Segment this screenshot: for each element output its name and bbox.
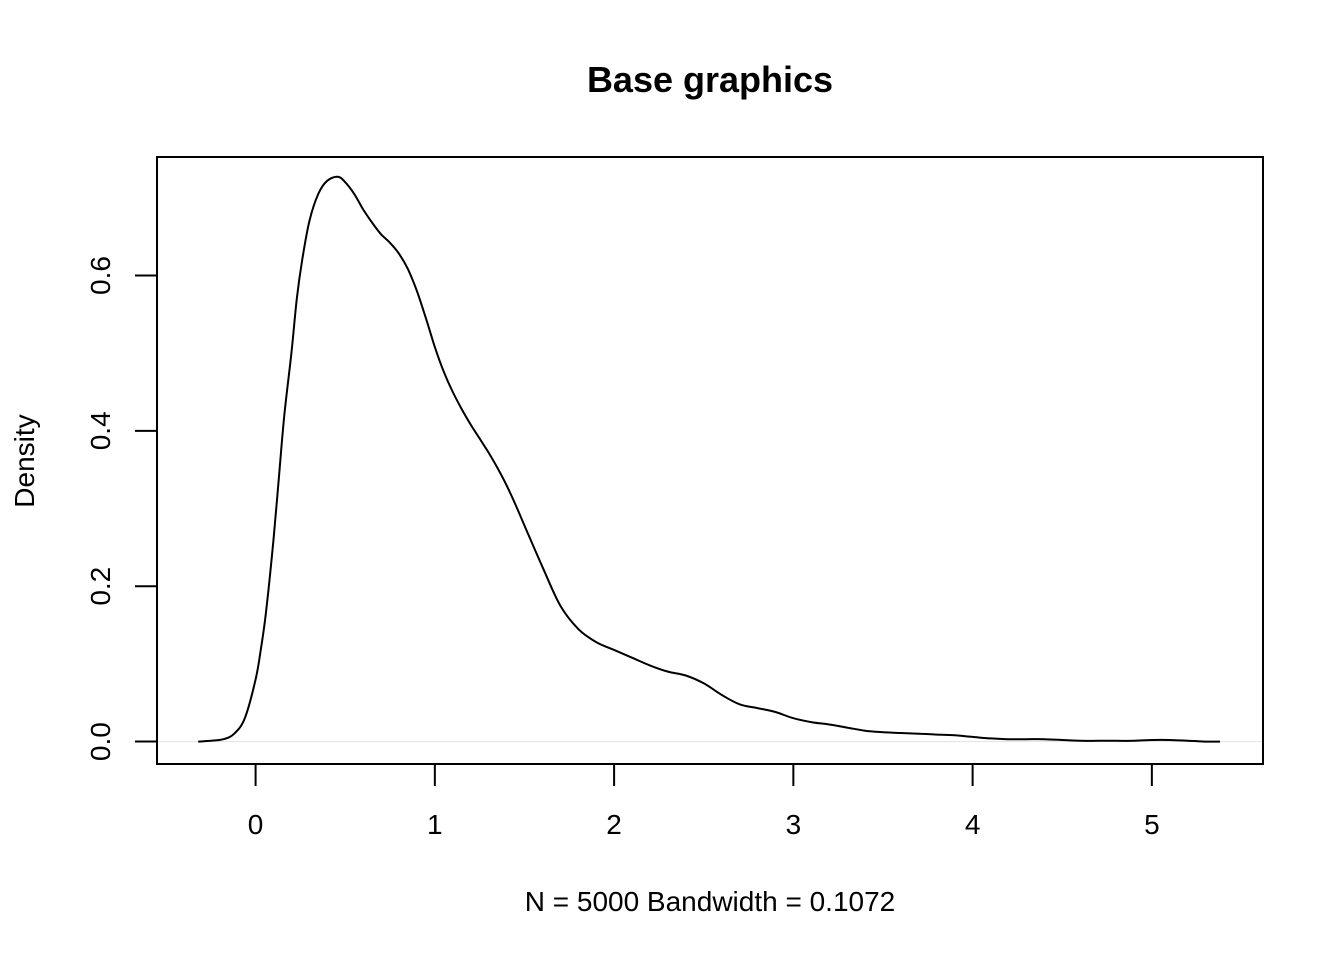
x-tick-label: 2 <box>606 809 622 840</box>
chart-title: Base graphics <box>587 59 833 100</box>
x-tick-label: 4 <box>965 809 981 840</box>
x-tick-label: 3 <box>786 809 802 840</box>
y-tick-label: 0.0 <box>85 722 116 761</box>
x-tick-label: 0 <box>248 809 264 840</box>
y-tick-label: 0.2 <box>85 567 116 606</box>
density-line <box>198 175 1221 743</box>
x-axis-label: N = 5000 Bandwidth = 0.1072 <box>525 886 896 917</box>
y-tick-label: 0.6 <box>85 256 116 295</box>
y-axis-label: Density <box>9 414 40 507</box>
x-tick-label: 1 <box>427 809 443 840</box>
x-tick-label: 5 <box>1144 809 1160 840</box>
y-axis: 0.0 0.2 0.4 0.6 <box>85 256 158 761</box>
y-tick-label: 0.4 <box>85 411 116 450</box>
plot-frame <box>156 156 1264 765</box>
x-axis: 0 1 2 3 4 5 <box>248 763 1160 840</box>
